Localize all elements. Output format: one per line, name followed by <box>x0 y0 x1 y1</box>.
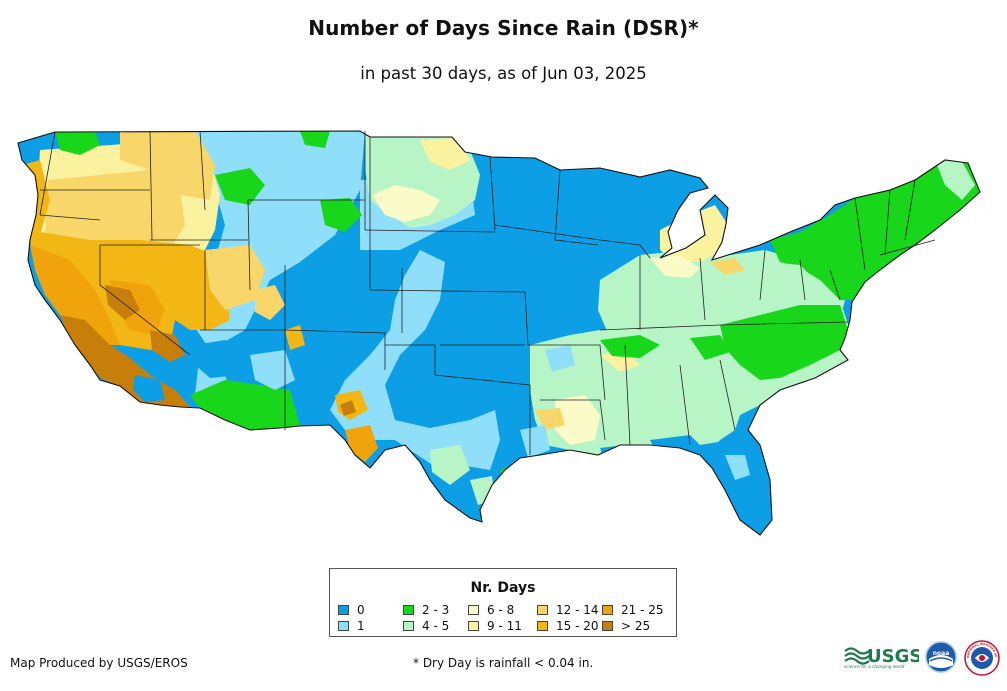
legend-title: Nr. Days <box>470 580 536 596</box>
legend-swatch <box>602 621 613 631</box>
dry-day-footnote: * Dry Day is rainfall < 0.04 in. <box>413 656 594 670</box>
state-boundaries <box>39 130 936 455</box>
legend-item: 2 - 3 <box>403 604 449 616</box>
legend-swatch <box>468 605 479 615</box>
legend-label: 6 - 8 <box>487 603 515 617</box>
us-outline <box>17 130 981 536</box>
legend-item: 21 - 25 <box>602 604 664 616</box>
legend-swatch <box>602 605 613 615</box>
legend-item: 9 - 11 <box>468 620 522 632</box>
legend-swatch <box>537 605 548 615</box>
map-title: Number of Days Since Rain (DSR)* <box>308 16 699 40</box>
svg-text:USGS: USGS <box>867 646 919 667</box>
legend-label: 1 <box>357 619 365 633</box>
nws-logo: NATIONAL WEATHER SERVICE <box>964 640 1000 676</box>
legend-swatch <box>468 621 479 631</box>
legend-item: 12 - 14 <box>537 604 599 616</box>
legend-item: 6 - 8 <box>468 604 514 616</box>
legend-label: 12 - 14 <box>556 603 599 617</box>
legend-item: > 25 <box>602 620 650 632</box>
legend-item: 4 - 5 <box>403 620 449 632</box>
legend-swatch <box>403 605 414 615</box>
legend-swatch <box>338 621 349 631</box>
legend-item: 0 <box>338 604 365 616</box>
noaa-logo: noaa <box>925 641 957 673</box>
legend-label: 2 - 3 <box>422 603 450 617</box>
map-subtitle: in past 30 days, as of Jun 03, 2025 <box>360 64 647 83</box>
legend-label: 4 - 5 <box>422 619 450 633</box>
legend-item: 15 - 20 <box>537 620 599 632</box>
legend-swatch <box>403 621 414 631</box>
svg-text:science for a changing world: science for a changing world <box>844 664 905 669</box>
legend-swatch <box>338 605 349 615</box>
legend-item: 1 <box>338 620 365 632</box>
usgs-logo: USGS science for a changing world <box>844 646 919 669</box>
legend-label: 15 - 20 <box>556 619 599 633</box>
legend: Nr. Days 0 1 2 - 3 4 - 5 6 - 8 9 - 11 12 - 14 1… <box>329 568 677 637</box>
legend-swatch <box>537 621 548 631</box>
legend-label: 9 - 11 <box>487 619 522 633</box>
legend-label: 21 - 25 <box>621 603 664 617</box>
svg-text:noaa: noaa <box>933 650 950 657</box>
map-credit: Map Produced by USGS/EROS <box>10 656 188 670</box>
legend-label: 0 <box>357 603 365 617</box>
legend-label: > 25 <box>621 619 651 633</box>
